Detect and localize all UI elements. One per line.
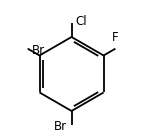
Text: F: F (112, 31, 119, 44)
Text: Cl: Cl (76, 15, 87, 28)
Text: Br: Br (32, 44, 45, 56)
Text: Br: Br (54, 120, 67, 132)
